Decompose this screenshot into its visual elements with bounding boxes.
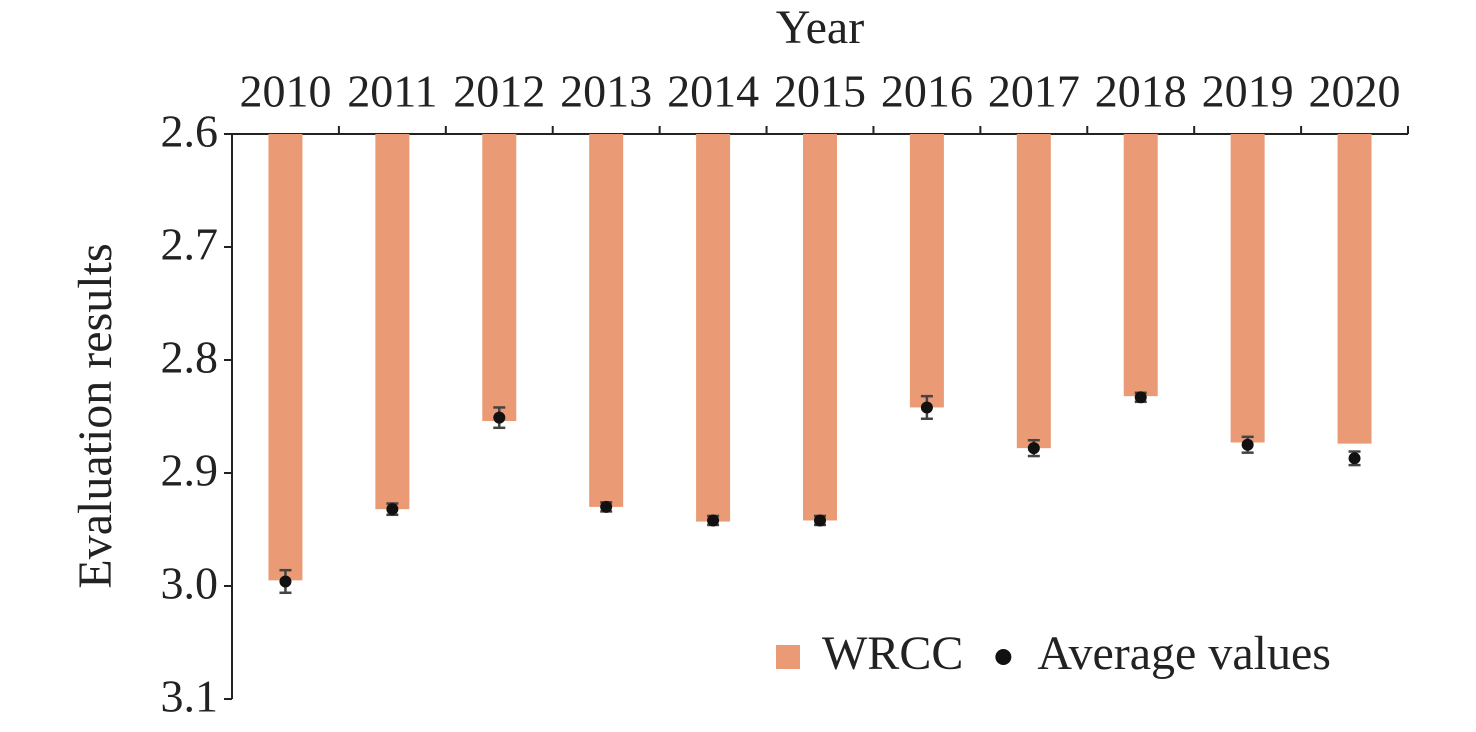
bar xyxy=(1016,134,1051,449)
point xyxy=(600,500,613,513)
y-tick-label: 2.8 xyxy=(161,332,219,383)
y-tick-label: 3.1 xyxy=(161,671,219,722)
point xyxy=(1348,452,1361,465)
bar xyxy=(696,134,731,522)
point xyxy=(279,575,292,588)
point xyxy=(1241,438,1254,451)
x-tick-label: 2012 xyxy=(453,66,545,117)
y-tick-label: 2.9 xyxy=(161,445,219,496)
legend-label: Average values xyxy=(1037,627,1331,680)
point xyxy=(1134,391,1147,404)
y-axis-label: Evaluation results xyxy=(69,243,122,588)
x-tick-label: 2018 xyxy=(1095,66,1187,117)
bar xyxy=(1123,134,1158,397)
y-tick-label: 2.6 xyxy=(161,106,219,157)
x-tick-label: 2011 xyxy=(347,66,437,117)
x-tick-label: 2019 xyxy=(1202,66,1294,117)
x-tick-label: 2010 xyxy=(239,66,331,117)
x-tick-label: 2017 xyxy=(988,66,1080,117)
bar xyxy=(1230,134,1265,443)
x-tick-label: 2015 xyxy=(774,66,866,117)
bar xyxy=(909,134,944,408)
bar xyxy=(268,134,303,581)
point xyxy=(386,503,399,516)
legend-label: WRCC xyxy=(822,627,963,680)
point xyxy=(1027,442,1040,455)
bar xyxy=(375,134,410,510)
legend-swatch xyxy=(776,645,800,669)
point xyxy=(920,401,933,414)
x-tick-label: 2016 xyxy=(881,66,973,117)
x-axis-label: Year xyxy=(776,1,864,54)
x-tick-label: 2014 xyxy=(667,66,759,117)
point xyxy=(814,514,826,527)
y-tick-label: 3.0 xyxy=(161,558,219,609)
bar xyxy=(803,134,837,521)
y-tick-label: 2.7 xyxy=(161,219,219,270)
point xyxy=(493,411,506,424)
legend-marker xyxy=(995,649,1012,665)
bar xyxy=(482,134,517,422)
bar xyxy=(1337,134,1372,444)
x-tick-label: 2020 xyxy=(1309,66,1401,117)
bar xyxy=(589,134,624,507)
x-tick-label: 2013 xyxy=(560,66,652,117)
point xyxy=(707,514,720,527)
